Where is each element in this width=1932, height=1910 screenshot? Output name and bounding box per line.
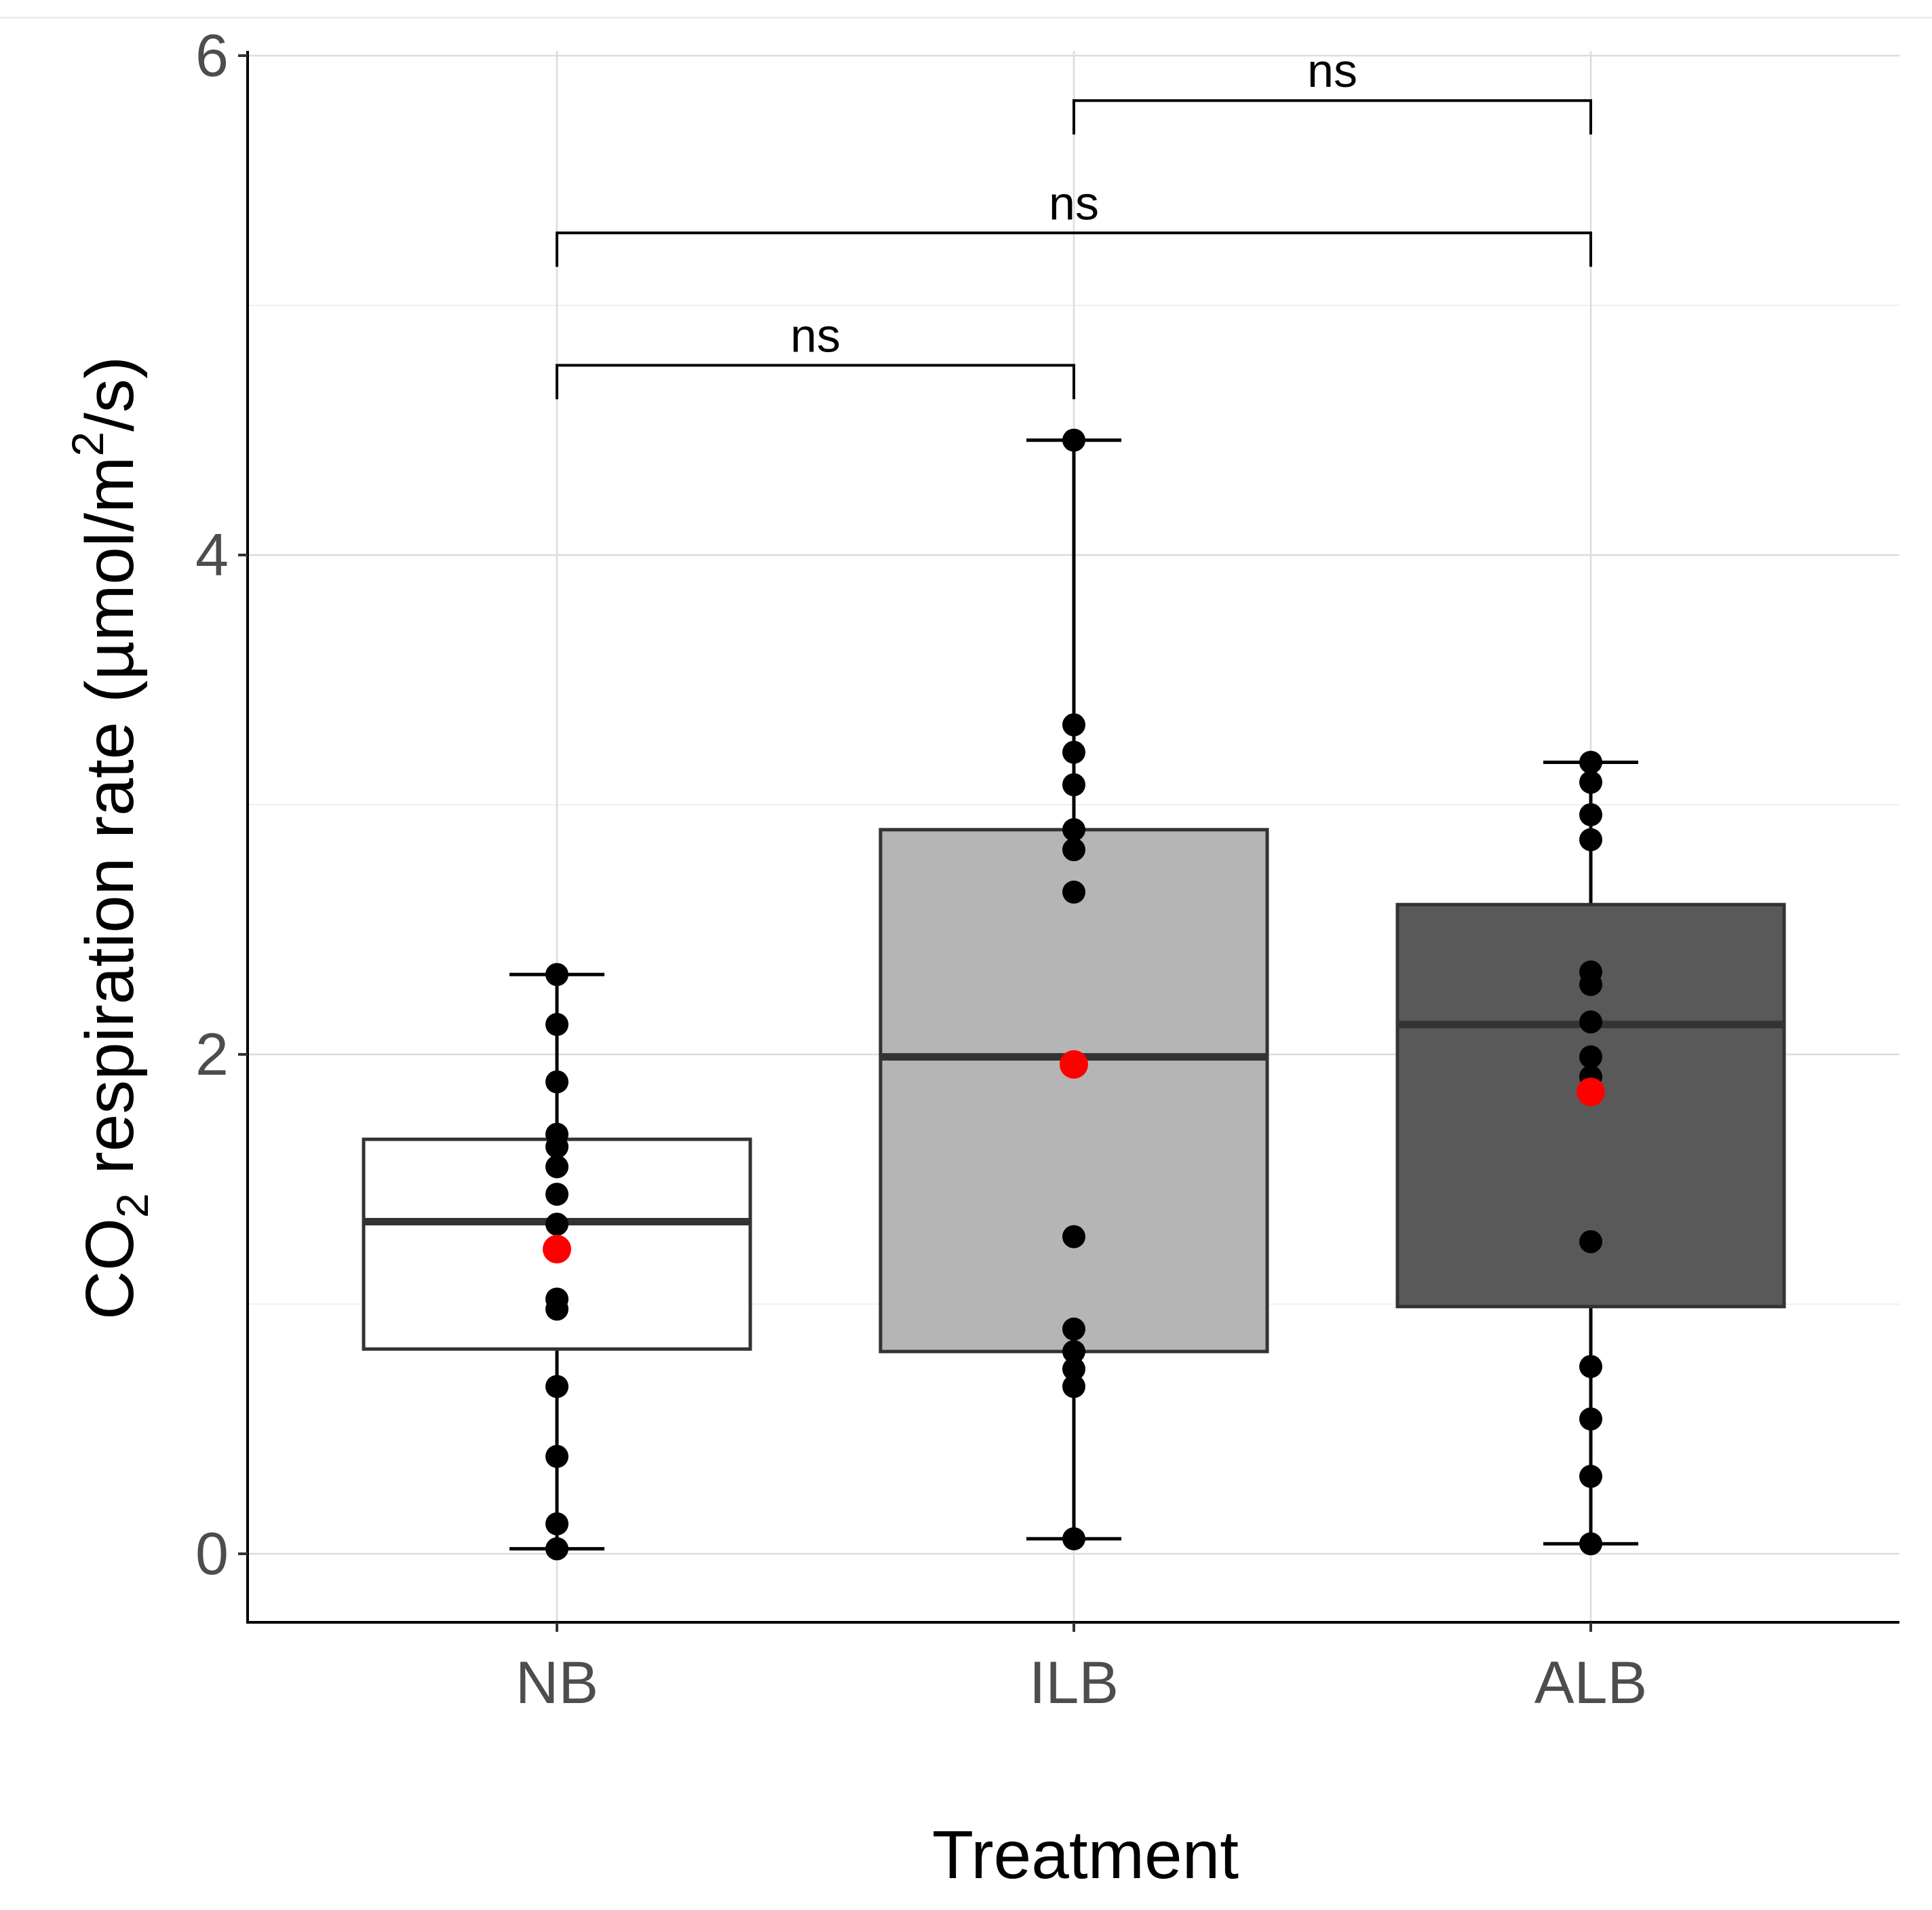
data-point [1062,838,1085,862]
data-point [1062,1317,1085,1341]
data-point [1062,740,1085,764]
data-point [1062,1527,1085,1550]
x-tick-label: ALB [1534,1649,1647,1716]
data-point [1579,1230,1602,1253]
significance-bracket [1073,99,1592,135]
y-axis-title-prefix: CO [72,1218,148,1320]
significance-brackets: ns ns ns [556,44,1592,400]
y-axis-title-middle: respiration rate (µmol/m [72,457,148,1193]
x-tick-label: ILB [1029,1649,1119,1716]
data-point [1062,713,1085,737]
data-point [1579,1010,1602,1034]
data-point [545,1512,568,1535]
data-point [545,1012,568,1036]
y-tick-label: 6 [195,22,229,89]
data-point [545,1155,568,1179]
data-point [545,1297,568,1321]
significance-bracket [556,364,1075,400]
mean-point [1060,1050,1088,1079]
data-point [545,963,568,987]
data-point [545,1375,568,1398]
data-point [1579,1464,1602,1488]
y-axis-title-subscript: 2 [107,1193,157,1218]
y-axis-title: CO2 respiration rate (µmol/m2/s) [62,356,157,1320]
data-point [1579,828,1602,852]
data-point [1579,1045,1602,1069]
y-tick-label: 4 [195,521,229,588]
y-axis-title-superscript: 2 [62,432,113,457]
box [878,828,1269,1354]
data-point [545,1212,568,1236]
x-tick-label: NB [516,1649,598,1716]
axes: 0 2 4 6 NB ILB ALB [195,22,1899,1716]
data-points [543,428,1605,1561]
data-point [1579,972,1602,996]
data-point [1062,1339,1085,1363]
significance-bracket [556,231,1592,267]
data-point [1062,1225,1085,1248]
significance-label: ns [790,309,841,362]
data-point [1062,1357,1085,1381]
y-tick-label: 0 [195,1520,229,1587]
data-point [1579,750,1602,774]
significance-label: ns [1307,44,1357,97]
data-point [545,1135,568,1159]
data-point [1062,428,1085,452]
y-axis-title-suffix: /s) [72,356,148,432]
mean-point [1577,1077,1605,1107]
data-point [1062,1375,1085,1398]
data-point [545,1445,568,1468]
data-point [545,1183,568,1206]
data-point [1579,1355,1602,1378]
x-axis-title: Treatment [932,1817,1239,1893]
data-point [1579,1532,1602,1556]
data-point [1579,770,1602,794]
data-point [545,1070,568,1094]
data-point [545,1537,568,1561]
data-point [1062,773,1085,797]
significance-label: ns [1049,176,1099,229]
data-point [1579,1407,1602,1431]
data-point [1062,880,1085,904]
data-point [1062,818,1085,841]
data-point [1579,803,1602,826]
y-tick-label: 2 [195,1020,229,1088]
mean-point [543,1235,571,1264]
